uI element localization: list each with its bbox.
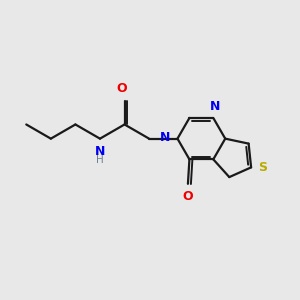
Text: N: N [160,131,170,144]
Text: O: O [117,82,128,95]
Text: H: H [96,155,104,165]
Text: N: N [95,145,105,158]
Text: O: O [182,190,193,203]
Text: S: S [258,161,267,174]
Text: N: N [210,100,220,112]
